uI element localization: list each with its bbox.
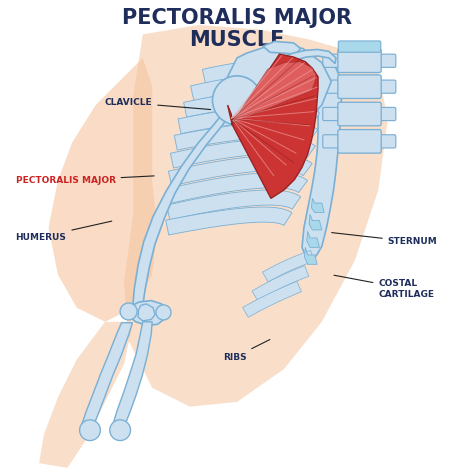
FancyBboxPatch shape xyxy=(379,80,396,93)
Polygon shape xyxy=(252,265,309,301)
FancyBboxPatch shape xyxy=(338,129,381,153)
Polygon shape xyxy=(174,122,318,150)
Polygon shape xyxy=(132,115,229,311)
Text: HUMERUS: HUMERUS xyxy=(16,221,112,241)
Polygon shape xyxy=(166,190,301,220)
Polygon shape xyxy=(48,58,157,322)
FancyBboxPatch shape xyxy=(323,80,340,93)
Polygon shape xyxy=(307,231,319,247)
Polygon shape xyxy=(263,250,314,282)
Text: RIBS: RIBS xyxy=(223,339,270,362)
Polygon shape xyxy=(167,173,308,203)
Polygon shape xyxy=(166,207,292,235)
Polygon shape xyxy=(191,73,320,100)
Text: COSTAL
CARTILAGE: COSTAL CARTILAGE xyxy=(334,275,434,299)
Polygon shape xyxy=(228,62,316,123)
Polygon shape xyxy=(168,155,312,186)
FancyBboxPatch shape xyxy=(338,75,381,99)
FancyBboxPatch shape xyxy=(379,108,396,120)
Text: PECTORALIS MAJOR: PECTORALIS MAJOR xyxy=(16,176,154,185)
Polygon shape xyxy=(304,247,317,264)
Circle shape xyxy=(80,420,100,440)
FancyBboxPatch shape xyxy=(379,135,396,148)
Polygon shape xyxy=(243,281,301,317)
Circle shape xyxy=(212,76,262,125)
FancyBboxPatch shape xyxy=(323,108,340,120)
FancyBboxPatch shape xyxy=(338,41,381,52)
Polygon shape xyxy=(113,322,152,428)
FancyBboxPatch shape xyxy=(338,102,381,126)
Polygon shape xyxy=(126,301,167,326)
Polygon shape xyxy=(82,323,132,428)
Polygon shape xyxy=(263,41,301,54)
Text: CLAVICLE: CLAVICLE xyxy=(105,98,210,109)
Polygon shape xyxy=(124,25,388,407)
Polygon shape xyxy=(273,49,336,70)
Polygon shape xyxy=(311,198,324,212)
Text: MUSCLE: MUSCLE xyxy=(189,30,285,50)
Polygon shape xyxy=(183,89,320,117)
Polygon shape xyxy=(228,54,318,198)
FancyBboxPatch shape xyxy=(323,135,340,148)
Circle shape xyxy=(232,84,256,108)
Polygon shape xyxy=(138,304,155,321)
Polygon shape xyxy=(302,63,342,258)
Text: STERNUM: STERNUM xyxy=(332,233,438,246)
FancyBboxPatch shape xyxy=(379,54,396,67)
Polygon shape xyxy=(178,106,319,134)
Polygon shape xyxy=(170,138,315,168)
Text: PECTORALIS MAJOR: PECTORALIS MAJOR xyxy=(122,9,352,28)
Polygon shape xyxy=(39,322,133,468)
FancyBboxPatch shape xyxy=(338,49,381,73)
Circle shape xyxy=(110,420,130,440)
Circle shape xyxy=(156,305,171,320)
FancyBboxPatch shape xyxy=(323,54,340,67)
Polygon shape xyxy=(202,58,319,84)
Polygon shape xyxy=(309,214,322,230)
Circle shape xyxy=(120,303,137,320)
Polygon shape xyxy=(228,44,331,133)
